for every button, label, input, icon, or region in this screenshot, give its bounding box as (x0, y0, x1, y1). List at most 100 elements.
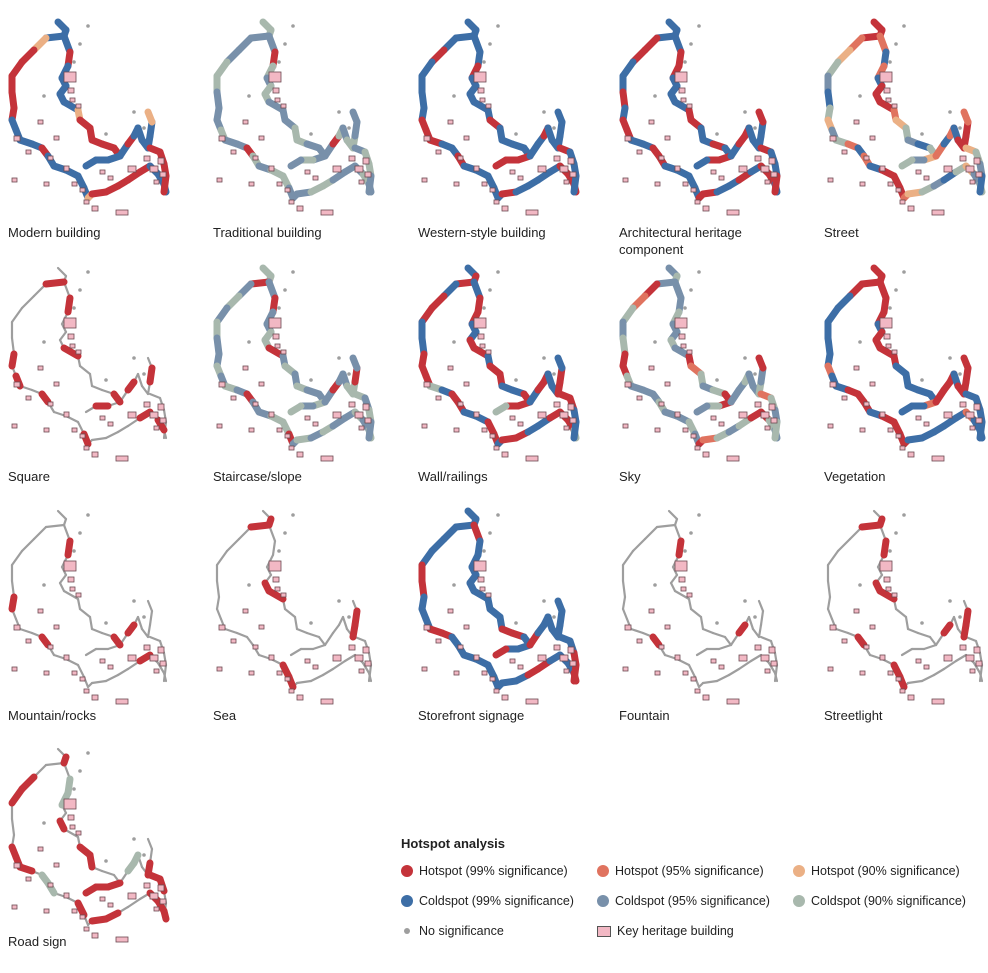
hotspot-segment (56, 817, 68, 833)
route-segment (749, 653, 763, 663)
heritage-building (284, 433, 291, 439)
heritage-building (53, 624, 60, 630)
heritage-building (973, 157, 981, 165)
heritage-building (726, 209, 740, 216)
no-significance-point (86, 270, 90, 274)
no-significance-point (683, 549, 687, 553)
heritage-building (157, 884, 165, 892)
heritage-building (869, 381, 876, 387)
map-panel: Square (8, 262, 198, 492)
route-segment (215, 579, 221, 599)
heritage-building (47, 644, 54, 650)
route-segment (916, 631, 932, 639)
heritage-building (358, 179, 365, 185)
no-significance-point (858, 94, 862, 98)
hotspot-map (824, 18, 986, 216)
route-segment (695, 647, 709, 657)
heritage-building (887, 670, 894, 676)
heritage-building (569, 660, 577, 667)
route-segment (323, 631, 335, 647)
heritage-building (47, 882, 54, 888)
no-significance-point (42, 94, 46, 98)
route-segment (687, 663, 697, 679)
heritage-building (453, 427, 460, 433)
heritage-building (153, 179, 160, 185)
heritage-building (75, 349, 82, 355)
heritage-building (157, 157, 165, 165)
no-significance-point (132, 110, 136, 114)
hotspot-segment (82, 883, 100, 897)
route-segment (673, 589, 691, 601)
route-segment (215, 595, 221, 611)
heritage-building (841, 638, 848, 644)
heritage-building (517, 421, 524, 427)
no-significance-point (894, 42, 898, 46)
hotspot-map (215, 509, 373, 705)
no-significance-point (72, 60, 76, 64)
heritage-building (332, 165, 342, 173)
heritage-building (280, 592, 287, 598)
heritage-building (965, 411, 975, 419)
heritage-building (678, 87, 686, 94)
heritage-building (658, 155, 665, 161)
coldspot-segment (693, 156, 711, 170)
heritage-building (258, 381, 265, 387)
heritage-building (654, 670, 661, 676)
heritage-building (25, 395, 32, 401)
map-label: Modern building (8, 225, 101, 240)
heritage-building (907, 694, 915, 701)
heritage-building (664, 135, 671, 141)
map-label: Street (824, 225, 859, 240)
map-panel: Street (824, 16, 988, 246)
heritage-building (885, 586, 892, 592)
heritage-building (43, 670, 50, 676)
route-segment (773, 663, 779, 683)
heritage-building (975, 417, 983, 424)
hotspot-segment (38, 390, 52, 406)
route-segment (116, 424, 130, 434)
heritage-building (127, 892, 137, 900)
heritage-building (43, 427, 50, 433)
legend-item: Coldspot (90% significance) (793, 891, 983, 911)
no-significance-point (42, 340, 46, 344)
heritage-building (99, 415, 106, 421)
heritage-building (477, 87, 485, 94)
heritage-building (348, 401, 356, 408)
route-segment (309, 673, 325, 683)
heritage-building (447, 119, 454, 125)
heritage-building (304, 415, 311, 421)
heritage-building (354, 654, 364, 662)
heritage-building (674, 71, 688, 83)
heritage-building (435, 395, 442, 401)
heritage-building (280, 103, 287, 109)
no-significance-point (337, 356, 341, 360)
heritage-building (485, 103, 492, 109)
legend-item: Hotspot (95% significance) (597, 861, 793, 881)
map-label: Storefront signage (418, 708, 525, 723)
heritage-building (312, 664, 319, 670)
legend: Hotspot analysis Hotspot (99% significan… (401, 836, 986, 941)
heritage-building (710, 169, 717, 175)
heritage-building (563, 179, 570, 185)
heritage-building (654, 427, 661, 433)
coldspot-segment (554, 108, 566, 126)
heritage-building (67, 333, 75, 340)
no-significance-point (894, 288, 898, 292)
heritage-building (149, 165, 159, 173)
no-significance-point (902, 24, 906, 28)
no-significance-point (337, 110, 341, 114)
hotspot-map (621, 509, 779, 705)
no-significance-point (452, 340, 456, 344)
hotspot-segment (86, 851, 96, 871)
heritage-building (354, 411, 364, 419)
route-segment (215, 607, 223, 621)
heritage-building (959, 155, 967, 162)
heritage-building (686, 349, 693, 355)
no-significance-point (653, 583, 657, 587)
hotspot-segment (854, 633, 868, 649)
coldspot-segment (287, 156, 305, 170)
route-segment (904, 615, 910, 631)
coldspot-segment (349, 108, 361, 126)
hotspot-segment (735, 621, 749, 637)
heritage-building (869, 624, 876, 630)
